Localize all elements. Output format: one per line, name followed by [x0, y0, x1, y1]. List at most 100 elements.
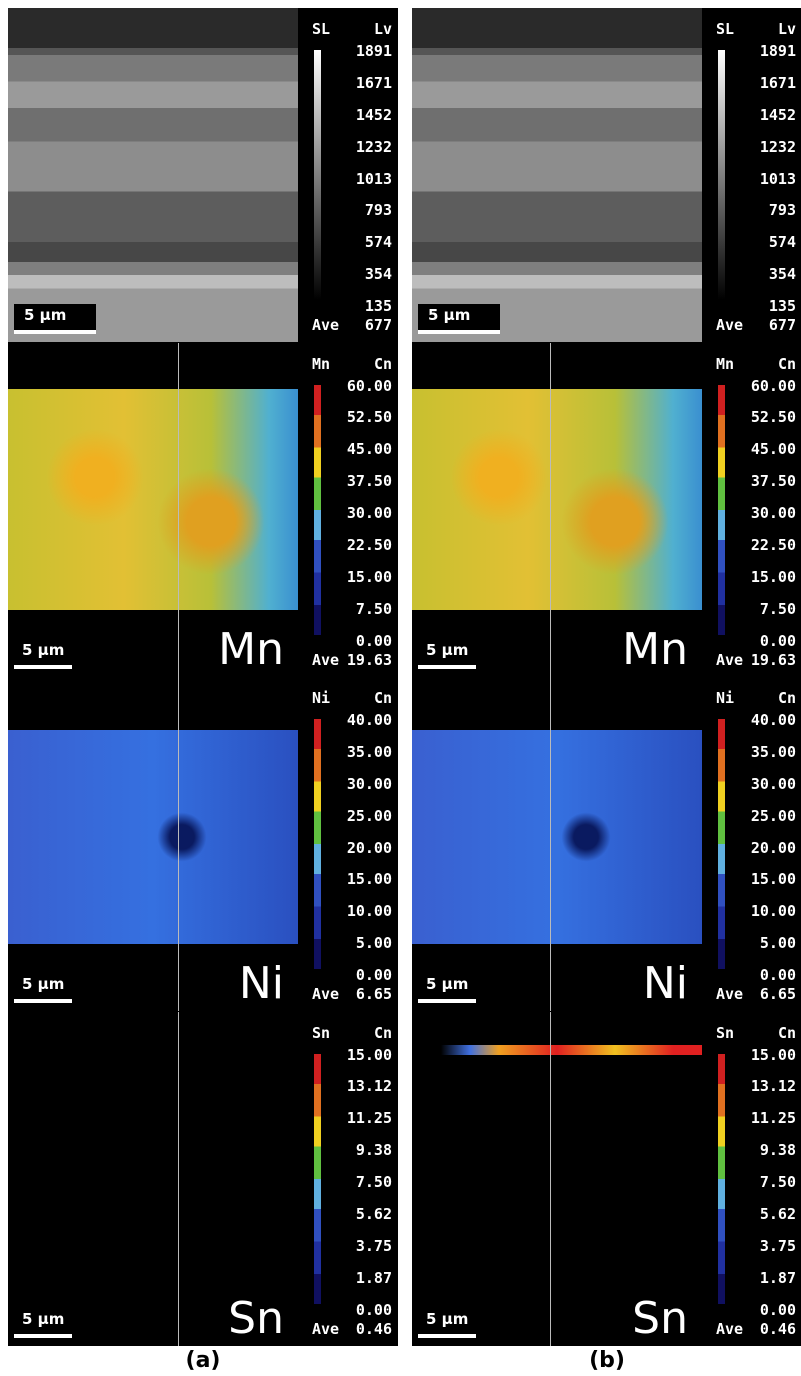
- average-value: 19.63: [347, 651, 392, 669]
- average-value: 6.65: [356, 985, 392, 1003]
- header-text: Sn: [716, 1024, 734, 1042]
- level-label: 574: [769, 233, 796, 251]
- level-label: 37.50: [347, 472, 392, 490]
- level-label: 52.50: [751, 408, 796, 426]
- map-region: [8, 730, 298, 944]
- level-label: 35.00: [751, 743, 796, 761]
- level-label: 40.00: [347, 711, 392, 729]
- header-text: SL: [312, 20, 330, 38]
- header-text: Cn: [778, 355, 796, 373]
- level-label: 60.00: [347, 377, 392, 395]
- average: Ave 677: [312, 316, 392, 334]
- color-bar: [314, 1054, 321, 1304]
- level-label: 13.12: [347, 1077, 392, 1095]
- level-label: 11.25: [347, 1109, 392, 1127]
- header-text: Cn: [778, 1024, 796, 1042]
- color-bar: [314, 50, 321, 300]
- level-label: 25.00: [751, 807, 796, 825]
- level-label: 1891: [760, 42, 796, 60]
- level-label: 7.50: [356, 1173, 392, 1191]
- level-label: 13.12: [751, 1077, 796, 1095]
- header-text: Mn: [716, 355, 734, 373]
- level-label: 1013: [760, 170, 796, 188]
- level-label: 30.00: [347, 775, 392, 793]
- average-value: 677: [365, 316, 392, 334]
- scale-header: Sn Cn: [312, 1024, 392, 1042]
- level-label: 22.50: [751, 536, 796, 554]
- header-text: Cn: [374, 1024, 392, 1042]
- average-label: Ave: [716, 1320, 743, 1338]
- level-label: 37.50: [751, 472, 796, 490]
- level-label: 1013: [356, 170, 392, 188]
- level-label: 0.00: [356, 966, 392, 984]
- level-label: 1671: [356, 74, 392, 92]
- level-label: 135: [769, 297, 796, 315]
- level-label: 3.75: [760, 1237, 796, 1255]
- profile-line: [178, 677, 179, 1011]
- header-text: Lv: [374, 20, 392, 38]
- scale-bar: 5 μm: [14, 975, 72, 1003]
- level-label: 1671: [760, 74, 796, 92]
- level-label: 0.00: [356, 632, 392, 650]
- average-value: 677: [769, 316, 796, 334]
- column-label: (a): [8, 1348, 398, 1373]
- profile-line: [550, 343, 551, 677]
- level-label: 1891: [356, 42, 392, 60]
- element-label: Ni: [239, 958, 284, 1009]
- color-bar: [718, 719, 725, 969]
- level-label: 9.38: [760, 1141, 796, 1159]
- level-label: 0.00: [760, 1301, 796, 1319]
- level-label: 0.00: [760, 966, 796, 984]
- level-label: 45.00: [751, 440, 796, 458]
- level-label: 30.00: [751, 775, 796, 793]
- level-label: 10.00: [347, 902, 392, 920]
- scale-header: SL Lv: [312, 20, 392, 38]
- header-text: SL: [716, 20, 734, 38]
- level-label: 354: [365, 265, 392, 283]
- average-label: Ave: [716, 316, 743, 334]
- level-label: 1452: [356, 106, 392, 124]
- scale-bar: 5 μm: [418, 641, 476, 669]
- level-label: 1.87: [760, 1269, 796, 1287]
- profile-line: [550, 677, 551, 1011]
- average-label: Ave: [716, 651, 743, 669]
- scale-bar: 5 μm: [14, 1310, 72, 1338]
- level-label: 11.25: [751, 1109, 796, 1127]
- average-label: Ave: [312, 316, 339, 334]
- header-text: Cn: [374, 355, 392, 373]
- level-label: 5.00: [760, 934, 796, 952]
- level-label: 45.00: [347, 440, 392, 458]
- level-label: 5.62: [356, 1205, 392, 1223]
- header-text: Cn: [778, 689, 796, 707]
- level-label: 1452: [760, 106, 796, 124]
- map-image: 5 μm Ni: [8, 677, 298, 1011]
- map-region: [412, 730, 702, 944]
- map-image: 5 μm: [412, 8, 702, 342]
- map-image: 5 μm: [8, 8, 298, 342]
- header-text: Lv: [778, 20, 796, 38]
- level-label: 15.00: [751, 1046, 796, 1064]
- level-label: 793: [365, 201, 392, 219]
- element-label: Ni: [643, 958, 688, 1009]
- level-label: 3.75: [356, 1237, 392, 1255]
- header-text: Sn: [312, 1024, 330, 1042]
- color-bar: [718, 50, 725, 300]
